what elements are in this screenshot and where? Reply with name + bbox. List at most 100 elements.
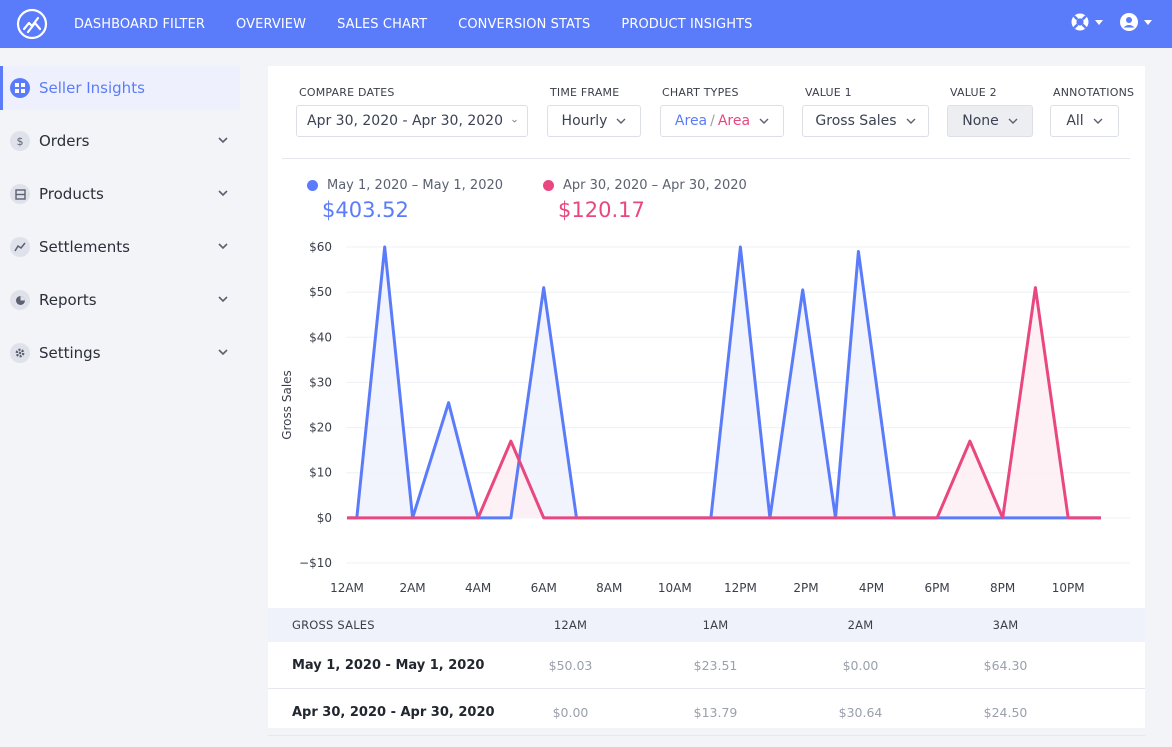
chevron-down-icon [759, 118, 769, 124]
compare-dates-label: COMPARE DATES [299, 86, 395, 99]
y-tick-label: $30 [309, 375, 332, 389]
sidebar-item-label: Orders [39, 132, 90, 150]
x-tick-label: 6AM [531, 581, 557, 595]
y-tick-label: $60 [309, 240, 332, 254]
filter-divider [282, 158, 1130, 159]
sidebar-item-settlements[interactable]: Settlements [0, 225, 240, 269]
nav-product-insights[interactable]: PRODUCT INSIGHTS [621, 16, 753, 32]
compare-dates-value: Apr 30, 2020 - Apr 30, 2020 [307, 113, 503, 129]
series-1-label: May 1, 2020 – May 1, 2020 [327, 178, 504, 193]
value1-value: Gross Sales [815, 113, 897, 129]
chevron-down-icon [906, 118, 916, 124]
y-tick-label: $20 [309, 421, 332, 435]
table-cell: $23.51 [693, 657, 738, 673]
chevron-down-icon [616, 118, 626, 124]
annotations-filter: ANNOTATIONS All [1050, 86, 1134, 137]
nav-sales-chart[interactable]: SALES CHART [337, 16, 428, 32]
y-tick-label: $10 [309, 466, 332, 480]
chart-types-select[interactable]: Area / Area [660, 105, 784, 137]
value2-value: None [962, 113, 999, 129]
x-tick-label: 10AM [658, 581, 692, 595]
table-cell: $0.00 [842, 657, 879, 673]
chevron-down-icon [512, 119, 517, 123]
top-navbar: DASHBOARD FILTER OVERVIEW SALES CHART CO… [0, 0, 1172, 48]
sidebar-item-reports[interactable]: Reports [0, 278, 240, 322]
x-tick-label: 8PM [990, 581, 1015, 595]
table-header-name: GROSS SALES [292, 618, 375, 632]
help-menu[interactable] [1070, 12, 1103, 32]
x-tick-label: 12AM [330, 581, 364, 595]
table-header: GROSS SALES 12AM 1AM 2AM 3AM [268, 608, 1145, 642]
series-2-area [347, 287, 1101, 518]
value1-select[interactable]: Gross Sales [802, 105, 929, 137]
chart-types-label: CHART TYPES [662, 86, 739, 99]
sidebar-item-settings[interactable]: Settings [0, 331, 240, 375]
table-cell: $24.50 [983, 704, 1028, 720]
x-tick-label: 4AM [465, 581, 491, 595]
y-axis-label: Gross Sales [280, 370, 294, 440]
user-avatar-icon [1120, 13, 1138, 31]
compare-dates-filter: COMPARE DATES Apr 30, 2020 - Apr 30, 202… [296, 86, 528, 137]
chevron-down-icon[interactable] [218, 241, 228, 251]
table-row: May 1, 2020 - May 1, 2020 $50.03 $23.51 … [268, 642, 1145, 689]
time-frame-select[interactable]: Hourly [547, 105, 641, 137]
y-tick-label: −$10 [299, 556, 332, 570]
value1-filter: VALUE 1 Gross Sales [802, 86, 929, 137]
lifebuoy-icon [1071, 13, 1089, 31]
series-2-total: $120.17 [558, 198, 645, 222]
table-cell: $13.79 [693, 704, 738, 720]
sidebar-item-label: Settlements [39, 238, 130, 256]
legend-series-1[interactable]: May 1, 2020 – May 1, 2020 $403.52 [307, 178, 503, 222]
x-tick-label: 4PM [859, 581, 884, 595]
table-cell: $30.64 [838, 704, 883, 720]
chevron-down-icon[interactable] [218, 347, 228, 357]
sidebar-item-orders[interactable]: $ Orders [0, 119, 240, 163]
x-tick-label: 6PM [924, 581, 949, 595]
chart-type-a-value: Area [674, 113, 708, 129]
table-cell: $64.30 [983, 657, 1028, 673]
chevron-down-icon [1093, 118, 1103, 124]
y-tick-label: $50 [309, 285, 332, 299]
series-1-area [347, 247, 1101, 518]
chevron-down-icon [1095, 19, 1103, 25]
dollar-icon: $ [10, 131, 30, 151]
series-1-total: $403.52 [322, 198, 409, 222]
grid-icon [10, 78, 30, 98]
value2-select[interactable]: None [947, 105, 1033, 137]
table-header-cell: 2AM [847, 618, 874, 632]
series-2-line [347, 286, 1101, 520]
x-tick-label: 10PM [1052, 581, 1085, 595]
main-nav: DASHBOARD FILTER OVERVIEW SALES CHART CO… [74, 0, 783, 48]
compare-dates-select[interactable]: Apr 30, 2020 - Apr 30, 2020 [296, 105, 528, 137]
table-header-cell: 1AM [702, 618, 729, 632]
chart-type-b-value: Area [717, 113, 751, 129]
sidebar-item-products[interactable]: Products [0, 172, 240, 216]
sidebar-item-label: Products [39, 185, 104, 203]
sidebar: Seller Insights $ Orders Products Settle… [0, 48, 240, 747]
nav-overview[interactable]: OVERVIEW [236, 16, 307, 32]
gross-sales-chart: $60 $50 $40 $30 $20 $10 $0 −$10 12AM 2AM 4AM 6AM 8AM… [280, 240, 1130, 595]
table-cell: $0.00 [552, 704, 589, 720]
legend-series-2[interactable]: Apr 30, 2020 – Apr 30, 2020 $120.17 [543, 178, 747, 222]
chevron-down-icon[interactable] [218, 188, 228, 198]
box-icon [10, 184, 30, 204]
nav-dashboard-filter[interactable]: DASHBOARD FILTER [74, 16, 206, 32]
chevron-down-icon[interactable] [218, 294, 228, 304]
app-logo[interactable] [16, 8, 48, 40]
time-frame-filter: TIME FRAME Hourly [547, 86, 641, 137]
sidebar-item-label: Reports [39, 291, 97, 309]
chart-types-filter: CHART TYPES Area / Area [660, 86, 784, 137]
x-tick-label: 12PM [724, 581, 757, 595]
series-2-label: Apr 30, 2020 – Apr 30, 2020 [563, 178, 747, 193]
sidebar-item-seller-insights[interactable]: Seller Insights [0, 66, 240, 110]
chevron-down-icon[interactable] [218, 135, 228, 145]
user-menu[interactable] [1119, 12, 1152, 32]
table-cell: $50.03 [548, 657, 593, 673]
annotations-select[interactable]: All [1050, 105, 1119, 137]
sidebar-item-label: Settings [39, 344, 101, 362]
y-tick-label: $0 [317, 511, 332, 525]
nav-conversion-stats[interactable]: CONVERSION STATS [458, 16, 591, 32]
table-row-name: May 1, 2020 - May 1, 2020 [292, 657, 485, 673]
chevron-down-icon [1008, 118, 1018, 124]
chart-icon [10, 237, 30, 257]
